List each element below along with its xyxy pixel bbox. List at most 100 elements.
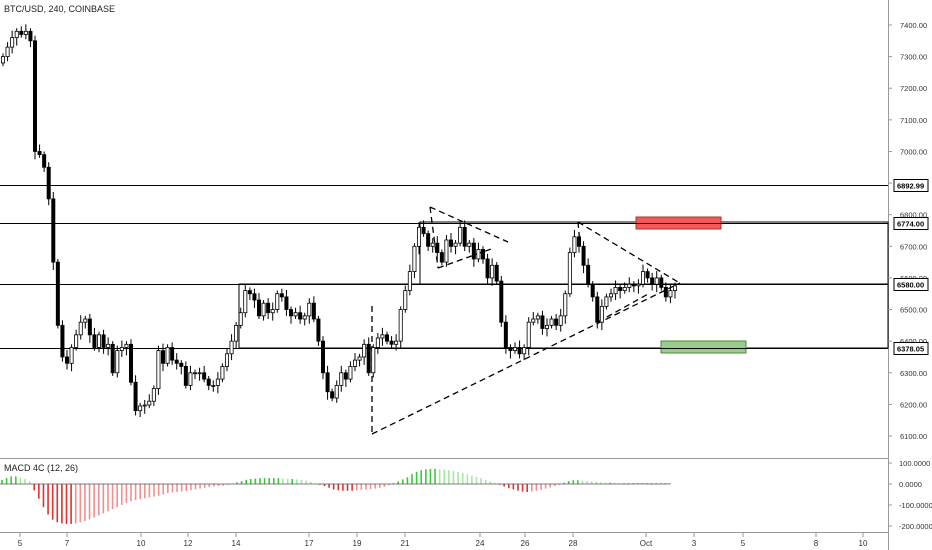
time-tick-label: 28 [569,539,578,548]
candle-body [499,280,504,323]
time-tick-label: 26 [521,539,530,548]
candle-body [650,277,655,285]
candle-body [526,321,531,348]
candle-body [97,334,102,348]
time-tick-label: 7 [65,539,70,548]
candle-body [480,249,485,260]
candle-body [266,302,271,314]
macd-histogram [0,468,671,524]
candle-body [238,312,243,326]
candle-body [343,372,348,380]
candle-body [316,318,321,342]
candle-body [581,245,586,266]
time-tick-label: 3 [692,539,697,548]
candle-body [444,239,449,263]
candle-body [42,154,47,168]
candle-body [659,277,664,288]
triangle-left-line [577,221,581,245]
candle-body [618,287,623,291]
candle-body [540,315,545,329]
candle-body [549,318,554,326]
time-tick-label: 19 [353,539,362,548]
candle-body [0,56,5,64]
candle-body [590,283,595,298]
candle-body [279,293,284,298]
candle-body [142,404,147,407]
candle-body [604,296,609,307]
price-labels: 6892.99 6774.00 6580.00 6378.05 [893,179,929,355]
macd-tick-label: -100.0000 [899,501,932,510]
candle-body [407,271,412,291]
candle-body [334,385,339,399]
candle-body [170,347,175,361]
candle-body [293,312,298,317]
candle-body [51,198,56,263]
candle-body [160,350,165,364]
candle-body [403,290,408,310]
candle-body [37,151,42,156]
price-tick-label: 7200.00 [900,84,927,93]
candle-body [471,242,476,260]
support-zone[interactable] [660,340,747,354]
candle-body [270,309,275,314]
macd-axis: 100.0000 0.0000 -100.0000 -200.0000 [888,459,932,531]
time-tick-label: 5 [741,539,746,548]
candle-body [627,283,632,288]
candle-body [101,334,106,348]
candle-body [330,391,335,399]
time-tick-label: 14 [232,539,241,548]
candle-body [65,356,70,364]
price-axis: 6100.006200.006300.006400.006500.006600.… [888,21,927,441]
price-label-text: 6774.00 [897,220,924,229]
macd-title: MACD 4C (12, 26) [4,463,79,473]
flag-left-line [429,206,439,269]
candle-body [503,321,508,348]
candle-body [458,226,463,244]
candle-body [206,378,211,386]
time-tick-label: Oct [640,539,653,548]
price-tick-label: 6500.00 [900,306,927,315]
price-tick-label: 6800.00 [900,211,927,220]
candle-body [380,334,385,339]
candle-body [115,350,120,374]
price-label-text: 6580.00 [897,281,924,290]
candle-body [147,400,152,406]
candle-body [5,46,10,58]
candle-body [375,337,380,348]
price-tick-label: 7300.00 [900,53,927,62]
candle-body [366,343,371,374]
candle-body [92,334,97,348]
candle-body [243,290,248,314]
candle-body [252,293,257,301]
candle-body [467,242,472,247]
candle-body [83,318,88,323]
candle-body [220,366,225,380]
candle-body [586,264,591,285]
candle-body [74,334,79,348]
time-tick-label: 8 [814,539,819,548]
candle-body [188,372,193,386]
candle-body [261,302,266,317]
candle-body [435,242,440,254]
candle-body [421,226,426,235]
price-tick-label: 7100.00 [900,116,927,125]
candle-body [654,277,659,285]
candle-body [234,324,239,342]
candle-body [311,302,316,320]
candle-body [256,299,261,317]
candle-body [165,347,170,364]
candle-body [320,340,325,374]
horizontal-levels[interactable] [0,185,888,349]
price-label-box [893,278,929,291]
candle-body [192,372,197,375]
candle-body [531,318,536,323]
candle-body [416,226,421,247]
candle-body [558,315,563,326]
candle-body [668,290,673,298]
time-tick-label: 17 [305,539,314,548]
candle-body [110,343,115,374]
price-label-text: 6378.05 [897,345,924,354]
candle-body [348,366,353,380]
candle-body [453,242,458,247]
